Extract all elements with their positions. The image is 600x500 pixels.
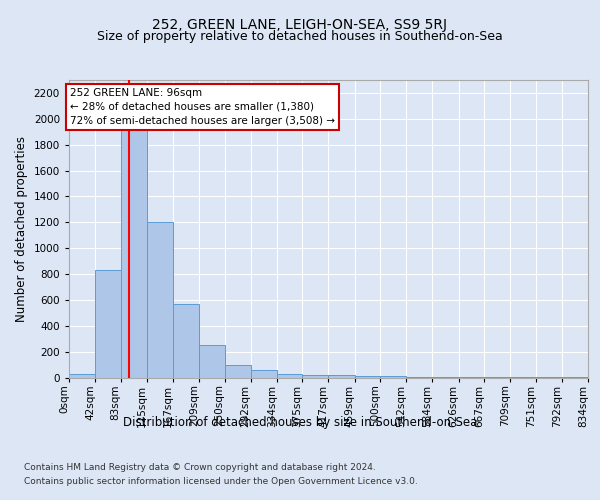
- Bar: [355, 376, 380, 378]
- Bar: [199, 344, 224, 378]
- Bar: [251, 370, 277, 378]
- Bar: [69, 374, 95, 378]
- Bar: [302, 375, 329, 378]
- Bar: [147, 222, 173, 378]
- Text: Contains public sector information licensed under the Open Government Licence v3: Contains public sector information licen…: [24, 476, 418, 486]
- Bar: [277, 374, 302, 378]
- Text: 252 GREEN LANE: 96sqm
← 28% of detached houses are smaller (1,380)
72% of semi-d: 252 GREEN LANE: 96sqm ← 28% of detached …: [70, 88, 335, 126]
- Text: Distribution of detached houses by size in Southend-on-Sea: Distribution of detached houses by size …: [123, 416, 477, 429]
- Text: Contains HM Land Registry data © Crown copyright and database right 2024.: Contains HM Land Registry data © Crown c…: [24, 463, 376, 472]
- Bar: [380, 376, 406, 378]
- Y-axis label: Number of detached properties: Number of detached properties: [15, 136, 28, 322]
- Bar: [329, 375, 355, 378]
- Bar: [173, 304, 199, 378]
- Text: Size of property relative to detached houses in Southend-on-Sea: Size of property relative to detached ho…: [97, 30, 503, 43]
- Text: 252, GREEN LANE, LEIGH-ON-SEA, SS9 5RJ: 252, GREEN LANE, LEIGH-ON-SEA, SS9 5RJ: [152, 18, 448, 32]
- Bar: [224, 364, 251, 378]
- Bar: [121, 126, 147, 378]
- Bar: [95, 270, 121, 378]
